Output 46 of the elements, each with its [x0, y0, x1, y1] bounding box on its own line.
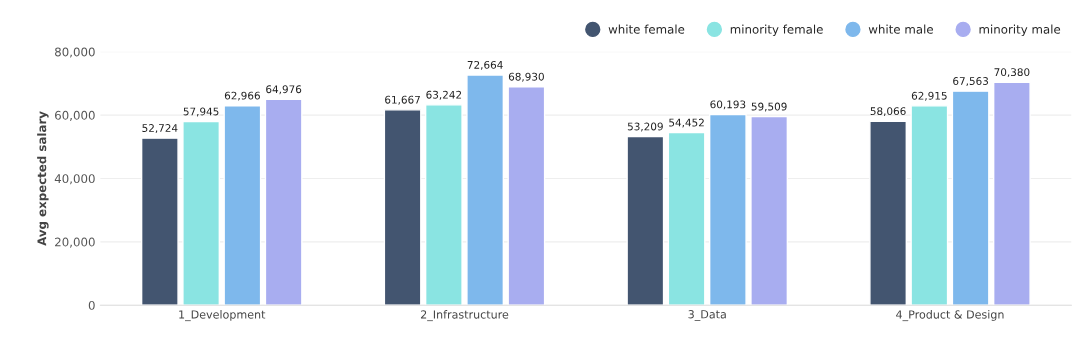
data-label: 58,066 — [870, 107, 906, 117]
bar — [869, 120, 907, 306]
data-label: 54,452 — [669, 118, 704, 128]
bar — [708, 113, 747, 306]
bar — [626, 135, 665, 306]
data-label: 52,724 — [142, 124, 178, 134]
y-tick-label: 0 — [88, 300, 95, 310]
data-label: 60,193 — [710, 100, 746, 110]
bar — [140, 137, 179, 306]
data-label: 53,209 — [627, 122, 663, 132]
x-tick-label: 2_Infrastructure — [420, 310, 509, 322]
bar — [992, 81, 1031, 306]
legend-label: minority female — [730, 24, 823, 37]
bar — [182, 120, 221, 306]
bar — [910, 105, 949, 306]
legend-label: minority male — [979, 24, 1061, 37]
legend-label: white female — [608, 24, 685, 34]
bar — [507, 86, 546, 306]
bar — [466, 74, 505, 306]
bar — [951, 90, 990, 306]
data-label: 57,945 — [183, 107, 219, 117]
data-label: 62,966 — [224, 91, 260, 101]
data-label: 70,380 — [994, 68, 1030, 78]
bar — [667, 131, 706, 306]
x-tick-label: 1_Development — [179, 310, 266, 322]
x-tick-label: 3_Data — [688, 310, 726, 321]
y-tick-label: 40,000 — [54, 174, 95, 185]
data-label: 67,563 — [953, 77, 989, 87]
bar — [383, 109, 422, 306]
y-tick-label: 20,000 — [55, 237, 95, 248]
legend-label: white male — [868, 24, 933, 34]
data-label: 64,976 — [266, 85, 302, 95]
data-label: 72,664 — [467, 60, 503, 70]
bar — [223, 105, 262, 306]
x-tick-label: 4_Product & Design — [896, 310, 1004, 322]
bar — [750, 115, 789, 306]
data-label: 59,509 — [751, 102, 787, 112]
bar — [424, 104, 463, 306]
data-label: 68,930 — [508, 72, 544, 82]
data-label: 62,915 — [911, 91, 947, 101]
y-tick-label: 60,000 — [55, 110, 95, 121]
y-tick-label: 80,000 — [55, 47, 95, 58]
data-label: 61,667 — [385, 95, 420, 105]
data-label: 63,242 — [426, 90, 462, 100]
bar — [264, 98, 303, 306]
y-axis-title: Avg expected salary — [37, 111, 49, 246]
